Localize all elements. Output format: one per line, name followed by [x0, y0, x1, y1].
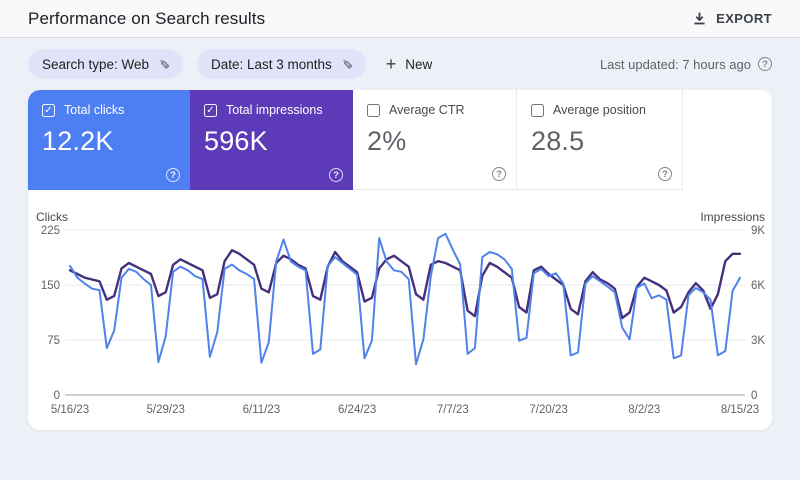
edit-pencil-icon: ✎ [156, 58, 172, 70]
right-axis-title: Impressions [700, 210, 765, 224]
average-position-value: 28.5 [531, 126, 585, 156]
date-range-chip[interactable]: Date: Last 3 months ✎ [196, 49, 366, 79]
svg-text:5/29/23: 5/29/23 [147, 404, 185, 416]
total-impressions-card[interactable]: ✓ Total impressions 596K ? [190, 90, 353, 190]
svg-text:6K: 6K [751, 280, 765, 292]
svg-text:8/15/23: 8/15/23 [721, 404, 759, 416]
total-impressions-checkbox[interactable]: ✓ [204, 103, 217, 117]
help-icon[interactable]: ? [492, 167, 506, 181]
help-icon[interactable]: ? [658, 167, 672, 181]
average-position-card[interactable]: Average position 28.5 ? [517, 90, 683, 190]
last-updated-status: Last updated: 7 hours ago ? [600, 57, 772, 72]
top-bar: Performance on Search results EXPORT [0, 0, 800, 38]
search-type-chip[interactable]: Search type: Web ✎ [28, 49, 183, 79]
new-filter-button[interactable]: + New [386, 55, 433, 73]
svg-text:3K: 3K [751, 335, 765, 347]
svg-text:75: 75 [47, 335, 60, 347]
average-ctr-card[interactable]: Average CTR 2% ? [353, 90, 517, 190]
average-position-checkbox[interactable] [531, 103, 544, 117]
svg-text:8/2/23: 8/2/23 [628, 404, 660, 416]
average-ctr-value: 2% [367, 126, 407, 156]
average-ctr-checkbox[interactable] [367, 103, 380, 117]
plus-icon: + [385, 54, 397, 74]
svg-text:7/20/23: 7/20/23 [529, 404, 567, 416]
date-range-chip-label: Date: Last 3 months [210, 56, 332, 72]
help-icon[interactable]: ? [758, 57, 772, 71]
export-label: EXPORT [716, 11, 772, 26]
total-clicks-checkbox[interactable]: ✓ [42, 103, 55, 117]
total-impressions-label: Total impressions [226, 103, 323, 117]
help-icon[interactable]: ? [166, 168, 180, 182]
svg-text:7/7/23: 7/7/23 [437, 404, 469, 416]
svg-text:150: 150 [41, 280, 60, 292]
svg-text:225: 225 [41, 225, 60, 237]
line-chart-canvas[interactable]: 225 150 75 0 9K 6K 3K 0 5/16/23 5/29/23 6/11/23 6/2… [28, 206, 772, 430]
svg-text:9K: 9K [751, 225, 765, 237]
performance-panel: ✓ Total clicks 12.2K ? ✓ Total impressio… [28, 90, 772, 430]
svg-text:0: 0 [54, 390, 60, 402]
performance-chart: Clicks Impressions 225 150 75 0 9K 6K 3K 0 5/16/… [28, 206, 772, 430]
filter-bar: Search type: Web ✎ Date: Last 3 months ✎… [0, 38, 800, 90]
page-title: Performance on Search results [28, 8, 266, 28]
total-clicks-value: 12.2K [42, 126, 114, 156]
svg-text:0: 0 [751, 390, 757, 402]
last-updated-text: Last updated: 7 hours ago [599, 56, 751, 72]
search-type-chip-label: Search type: Web [42, 56, 150, 72]
download-icon [692, 11, 707, 26]
edit-pencil-icon: ✎ [339, 58, 355, 70]
svg-text:5/16/23: 5/16/23 [51, 404, 89, 416]
help-icon[interactable]: ? [329, 168, 343, 182]
total-clicks-label: Total clicks [64, 103, 125, 117]
svg-text:6/24/23: 6/24/23 [338, 404, 376, 416]
metric-cards-row: ✓ Total clicks 12.2K ? ✓ Total impressio… [28, 90, 772, 190]
average-position-label: Average position [553, 103, 646, 117]
svg-text:6/11/23: 6/11/23 [243, 404, 281, 416]
left-axis-title: Clicks [36, 210, 68, 224]
total-impressions-value: 596K [204, 126, 268, 156]
average-ctr-label: Average CTR [389, 103, 465, 117]
total-clicks-card[interactable]: ✓ Total clicks 12.2K ? [28, 90, 190, 190]
new-filter-label: New [405, 56, 433, 72]
export-button[interactable]: EXPORT [692, 11, 772, 26]
